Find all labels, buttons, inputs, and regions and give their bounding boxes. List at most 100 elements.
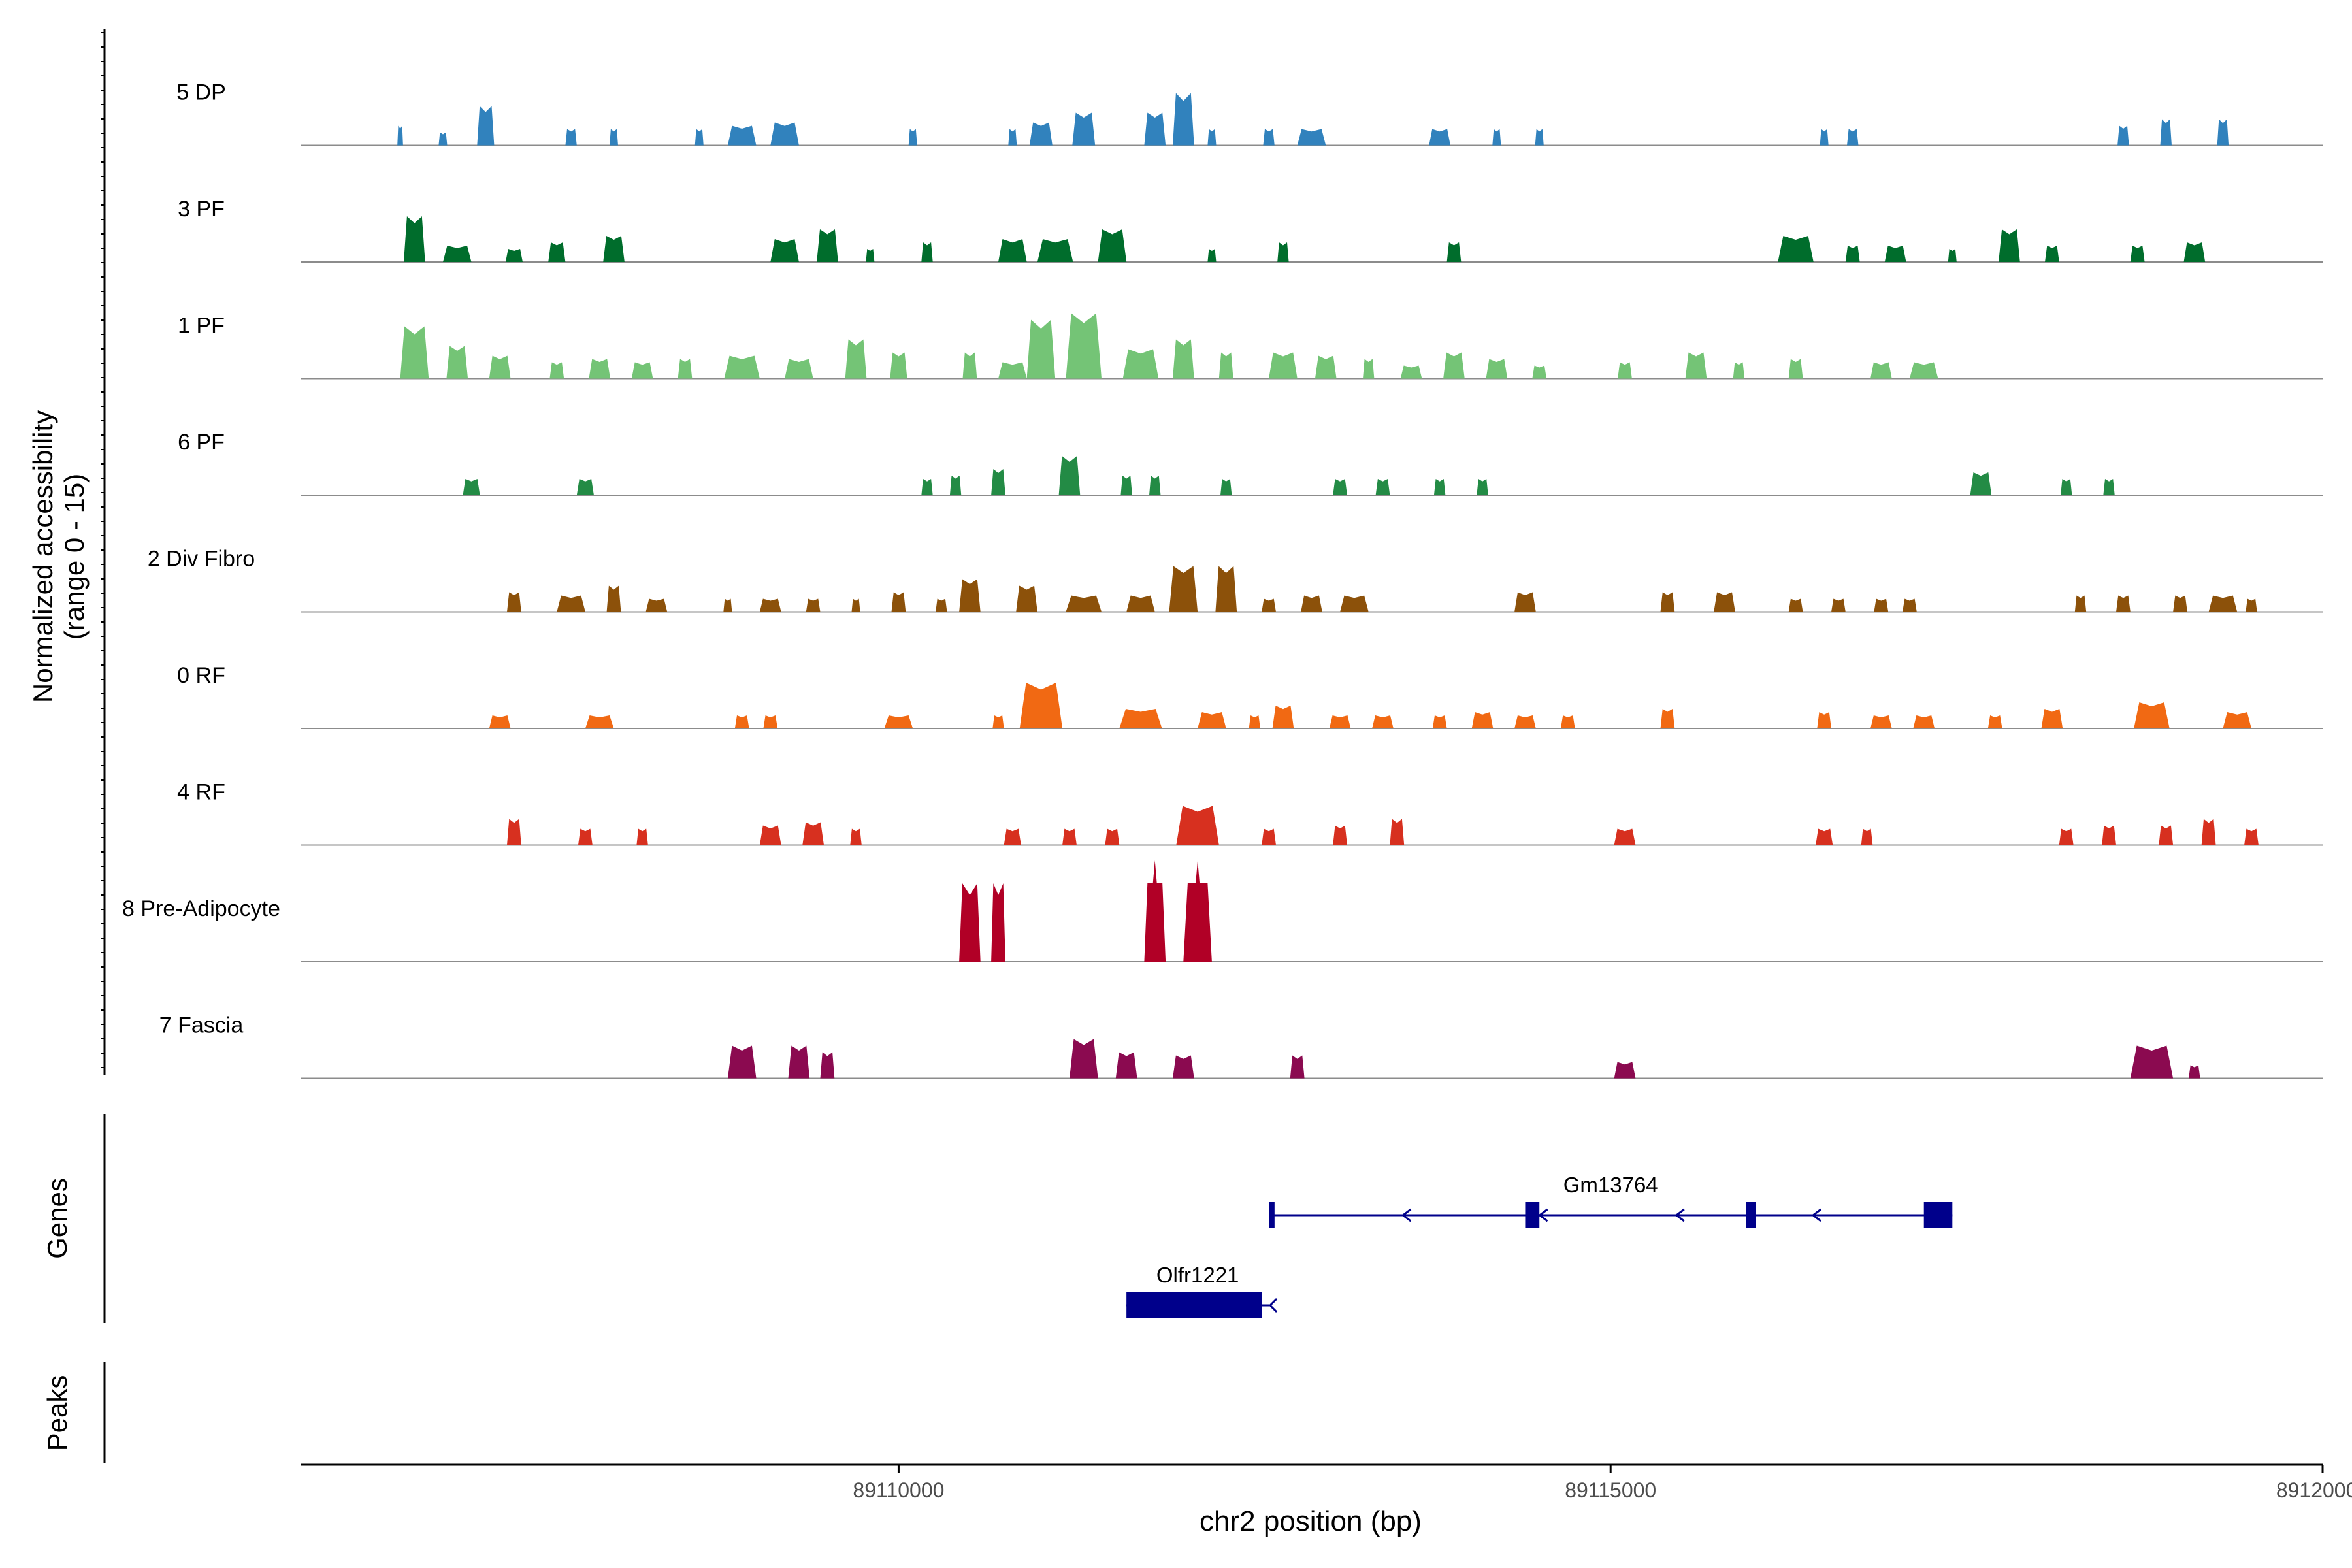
- axes-layer: Normalized accessibility (range 0 - 15) …: [27, 29, 2323, 1537]
- coverage-peak: [585, 715, 614, 728]
- coverage-peak: [1788, 359, 1803, 379]
- track-label: 8 Pre-Adipocyte: [122, 896, 280, 921]
- coverage-peak: [908, 129, 917, 146]
- coverage-peak: [645, 598, 668, 612]
- coverage-peak: [589, 359, 611, 379]
- x-ticks-layer: 89110000 89115000 89120000: [853, 1465, 2352, 1502]
- coverage-peak: [1970, 472, 1992, 495]
- coverage-peak: [2103, 479, 2115, 495]
- coverage-peak: [2244, 828, 2259, 845]
- coverage-peak: [1477, 479, 1488, 495]
- coverage-peak: [1315, 355, 1337, 379]
- coverage-peak: [1173, 339, 1194, 379]
- coverage-peak: [1176, 806, 1219, 845]
- track-6-pf: 6 PF: [178, 430, 2323, 496]
- coverage-peak: [1066, 595, 1102, 612]
- coverage-peak: [1333, 479, 1347, 495]
- coverage-peak: [507, 819, 521, 845]
- coverage-peak: [446, 346, 468, 379]
- coverage-peak: [1220, 479, 1232, 495]
- coverage-peak: [1207, 129, 1217, 146]
- track-label: 6 PF: [178, 430, 225, 455]
- coverage-peak: [603, 236, 625, 262]
- coverage-peak: [2041, 709, 2063, 728]
- coverage-peak: [723, 598, 732, 612]
- coverage-peak: [606, 585, 621, 612]
- coverage-peak: [959, 579, 981, 612]
- track-label: 7 Fascia: [159, 1013, 244, 1038]
- coverage-peak: [1144, 860, 1166, 962]
- coverage-peak: [678, 359, 693, 379]
- coverage-peak: [2223, 712, 2251, 728]
- coverage-peak: [1105, 828, 1120, 845]
- coverage-peak: [1277, 242, 1289, 262]
- coverage-peak: [785, 359, 813, 379]
- coverage-peak: [992, 715, 1004, 728]
- coverage-peak: [884, 715, 913, 728]
- coverage-peak: [1290, 1055, 1305, 1079]
- coverage-peak: [404, 216, 425, 262]
- coverage-peak: [505, 249, 523, 262]
- coverage-peak: [1913, 715, 1935, 728]
- coverage-peak: [1207, 249, 1217, 262]
- coverage-peak: [2183, 242, 2206, 262]
- coverage-peak: [1560, 715, 1575, 728]
- coverage-peak: [1847, 129, 1859, 146]
- coverage-peak: [1788, 598, 1803, 612]
- coverage-peak: [949, 476, 962, 495]
- coverage-peak: [1884, 246, 1906, 262]
- coverage-peak: [1062, 828, 1077, 845]
- gene-exon: [1269, 1202, 1275, 1228]
- gene-label: Gm13764: [1563, 1173, 1658, 1197]
- x-axis-title: chr2 position (bp): [1200, 1505, 1422, 1537]
- coverage-peak: [1372, 715, 1394, 728]
- coverage-peak: [1685, 352, 1707, 379]
- coverage-peak: [1016, 585, 1037, 612]
- coverage-peak: [2159, 825, 2174, 845]
- peaks-panel-label: Peaks: [42, 1375, 73, 1452]
- coverage-peak: [489, 715, 511, 728]
- coverage-peak: [2208, 595, 2238, 612]
- coverage-peak: [2116, 595, 2131, 612]
- coverage-peak: [1340, 595, 1369, 612]
- coverage-peak: [549, 362, 564, 379]
- coverage-peak: [1144, 112, 1166, 146]
- coverage-peak: [759, 825, 781, 845]
- coverage-peak: [2246, 598, 2257, 612]
- coverage-peak: [2117, 125, 2129, 146]
- coverage-peak: [1714, 592, 1735, 612]
- coverage-peak: [1820, 129, 1829, 146]
- coverage-peak: [921, 479, 933, 495]
- coverage-peak: [1098, 229, 1127, 262]
- coverage-peak: [1019, 683, 1063, 728]
- coverage-peak: [763, 715, 778, 728]
- track-4-rf: 4 RF: [177, 780, 2323, 846]
- x-tick-label: 89120000: [2276, 1478, 2352, 1502]
- coverage-peak: [817, 229, 838, 262]
- strand-arrow: [1538, 1208, 1548, 1222]
- coverage-peak: [1874, 598, 1889, 612]
- coverage-peak: [921, 242, 933, 262]
- track-2-div-fibro: 2 Div Fibro: [148, 547, 2323, 613]
- coverage-peak: [1215, 566, 1237, 612]
- track-label: 3 PF: [178, 197, 225, 221]
- coverage-peak: [1999, 229, 2020, 262]
- coverage-peak: [489, 355, 511, 379]
- coverage-peak: [891, 592, 906, 612]
- coverage-peak: [1173, 1055, 1194, 1079]
- gene-exon: [1525, 1202, 1540, 1228]
- coverage-peak: [2102, 825, 2116, 845]
- coverage-peak: [991, 883, 1005, 962]
- tracks-layer: 5 DP 3 PF 1 PF 6 PF 2 Div Fibro 0 RF 4 RF 8 Pre…: [122, 80, 2323, 1079]
- coverage-peak: [2074, 595, 2087, 612]
- coverage-peak: [1262, 828, 1276, 845]
- coverage-peak: [1126, 595, 1155, 612]
- coverage-peak: [1263, 129, 1275, 146]
- coverage-peak: [1429, 129, 1450, 146]
- coverage-peak: [1008, 129, 1017, 146]
- coverage-peak: [1301, 595, 1322, 612]
- track-1-pf: 1 PF: [178, 313, 2323, 380]
- coverage-peak: [724, 355, 760, 379]
- coverage-peak: [991, 469, 1005, 495]
